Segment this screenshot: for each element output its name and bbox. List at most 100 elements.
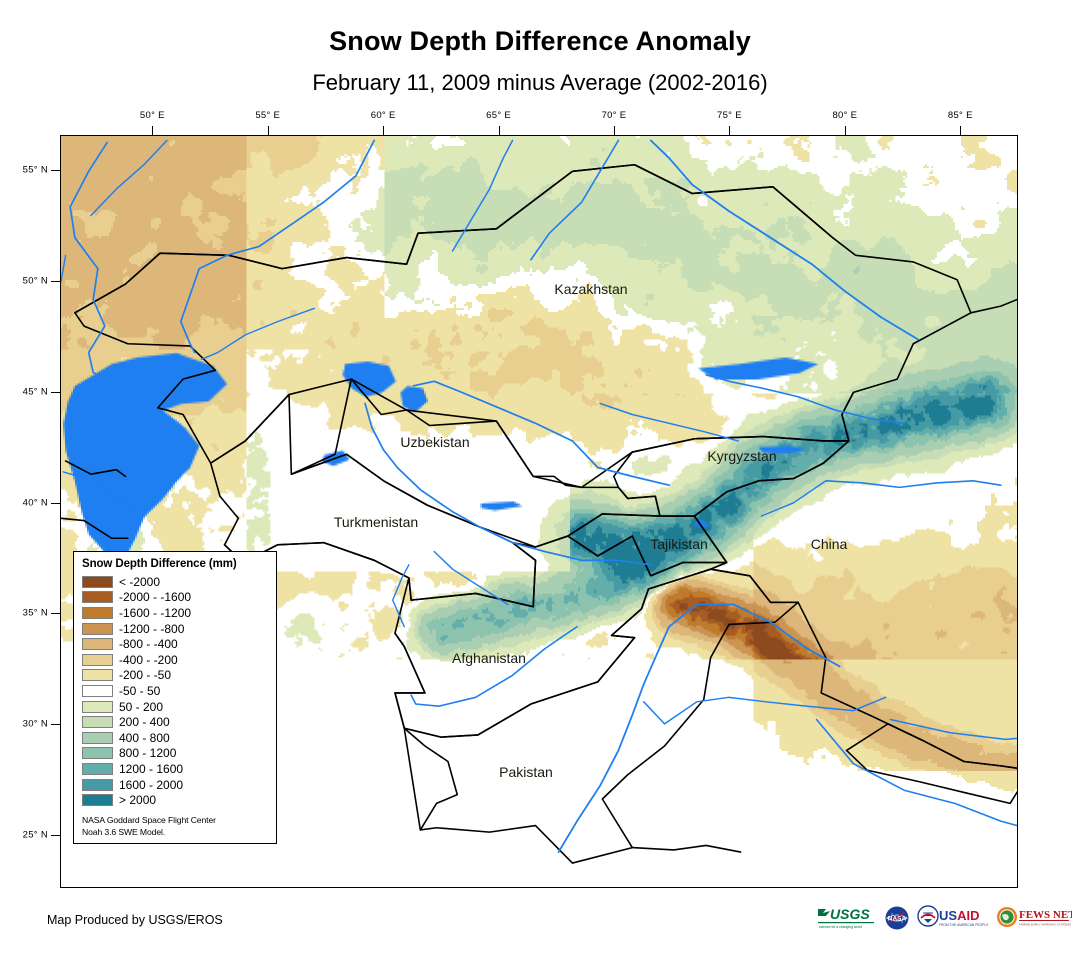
map-canvas[interactable]: Kazakhstan Uzbekistan Turkmenistan Kyrgyzst… (60, 135, 1018, 888)
legend-label: 800 - 1200 (119, 746, 177, 761)
country-label-kazakhstan: Kazakhstan (554, 281, 628, 297)
country-label-afghanistan: Afghanistan (452, 650, 526, 666)
svg-text:science for a changing world: science for a changing world (819, 925, 862, 929)
fewsnet-logo: FEWS NET FAMINE EARLY WARNING SYSTEMS NE… (996, 904, 1072, 932)
legend-swatch (82, 700, 113, 713)
legend-panel: Snow Depth Difference (mm) < -2000 -2000 … (73, 551, 277, 845)
legend-row: 1600 - 2000 (82, 777, 269, 793)
map-vector-overlay (61, 139, 1017, 864)
legend-label: > 2000 (119, 793, 157, 808)
legend-label: 400 - 800 (119, 730, 170, 745)
country-label-kyrgyzstan: Kyrgyzstan (707, 448, 777, 464)
lon-tick-label-70: 70° E (601, 110, 627, 121)
legend-label: 200 - 400 (119, 715, 170, 730)
border-iran-east (394, 632, 426, 831)
river-amu-darya (364, 402, 652, 566)
map-credit: Map Produced by USGS/EROS (47, 913, 223, 927)
river-don-fragment (61, 254, 67, 283)
river-indus (557, 603, 841, 853)
legend-swatch (82, 778, 113, 791)
river-tsangpo (889, 718, 1017, 741)
legend-row: -1600 - -1200 (82, 605, 269, 621)
usgs-logo: USGS science for a changing world (817, 904, 877, 932)
lon-tick-50 (152, 126, 154, 135)
lon-tick-label-55: 55° E (255, 110, 281, 121)
lon-tick-60 (383, 126, 385, 135)
lat-tick-label-40: 40° N (22, 497, 48, 509)
legend-swatch (82, 575, 113, 588)
svg-text:FAMINE EARLY WARNING SYSTEMS N: FAMINE EARLY WARNING SYSTEMS NETWORK (1019, 923, 1072, 927)
river-helmand (410, 625, 578, 708)
lat-tick-label-30: 30° N (22, 718, 48, 730)
river-kama (90, 139, 168, 217)
border-afghanistan (394, 535, 728, 738)
legend-label: -400 - -200 (119, 652, 178, 667)
border-mongolia-fragment (970, 298, 1017, 314)
lon-tick-label-80: 80° E (832, 110, 858, 121)
legend-row: 1200 - 1600 (82, 761, 269, 777)
legend-swatch (82, 591, 113, 604)
legend-row: -400 - -200 (82, 652, 269, 668)
legend-label: -1200 - -800 (119, 621, 185, 636)
river-yarkand (760, 480, 827, 517)
lat-tick-30 (51, 724, 60, 726)
country-label-turkmenistan: Turkmenistan (333, 514, 419, 530)
legend-label: -50 - 50 (119, 683, 161, 698)
usaid-logo: USAID FROM THE AMERICAN PEOPLE (917, 904, 989, 932)
legend-swatch (82, 716, 113, 729)
lat-tick-45 (51, 391, 60, 393)
legend-title: Snow Depth Difference (mm) (82, 558, 237, 570)
legend-swatch (82, 684, 113, 697)
country-label-china: China (810, 536, 848, 552)
lon-tick-label-60: 60° E (370, 110, 396, 121)
page-subtitle: February 11, 2009 minus Average (2002-20… (312, 70, 768, 95)
legend-row: -50 - 50 (82, 683, 269, 699)
nasa-logo: NASA (884, 904, 910, 932)
lat-tick-label-35: 35° N (22, 607, 48, 619)
lon-tick-label-65: 65° E (486, 110, 512, 121)
legend-row: -200 - -50 (82, 668, 269, 684)
legend-row: -800 - -400 (82, 636, 269, 652)
lat-tick-35 (51, 613, 60, 615)
svg-text:NASA: NASA (888, 916, 907, 923)
lon-tick-label-85: 85° E (947, 110, 973, 121)
lon-tick-label-50: 50° E (139, 110, 165, 121)
river-volga (69, 141, 108, 380)
river-ural (179, 139, 376, 354)
legend-swatch (82, 794, 113, 807)
legend-swatch (82, 653, 113, 666)
river-chu (599, 402, 740, 442)
legend-row: 400 - 800 (82, 730, 269, 746)
legend-row: 200 - 400 (82, 714, 269, 730)
legend-label: 1200 - 1600 (119, 761, 184, 776)
legend-label: -2000 - -1600 (119, 590, 192, 605)
legend-source-note: NASA Goddard Space Flight Center Noah 3.… (82, 815, 269, 838)
page-title: Snow Depth Difference Anomaly (329, 26, 751, 56)
lat-tick-40 (51, 502, 60, 504)
legend-row: 50 - 200 (82, 699, 269, 715)
river-tarim (824, 479, 1002, 489)
svg-text:USGS: USGS (830, 906, 870, 922)
lat-tick-label-55: 55° N (22, 164, 48, 176)
legend-label: < -2000 (119, 574, 161, 589)
river-tejen (392, 564, 410, 628)
river-ishim (530, 139, 620, 261)
border-nepal-north (845, 723, 1017, 770)
legend-swatch (82, 731, 113, 744)
border-nepal-south (845, 749, 1017, 805)
svg-text:FROM THE AMERICAN PEOPLE: FROM THE AMERICAN PEOPLE (939, 923, 989, 927)
legend-row: -1200 - -800 (82, 621, 269, 637)
agency-logo-row: USGS science for a changing world NASA U… (817, 903, 1072, 933)
border-pakistan (403, 568, 799, 864)
lon-tick-65 (498, 126, 500, 135)
lon-tick-85 (960, 126, 962, 135)
country-label-uzbekistan: Uzbekistan (400, 434, 470, 450)
legend-label: -200 - -50 (119, 668, 172, 683)
legend-row: < -2000 (82, 574, 269, 590)
lat-tick-label-25: 25° N (22, 829, 48, 841)
lat-tick-55 (51, 170, 60, 172)
border-iran-azerbaijan (61, 517, 129, 540)
river-ili (705, 373, 905, 425)
legend-row: 800 - 1200 (82, 746, 269, 762)
legend-source-line-2: Noah 3.6 SWE Model. (82, 826, 166, 837)
